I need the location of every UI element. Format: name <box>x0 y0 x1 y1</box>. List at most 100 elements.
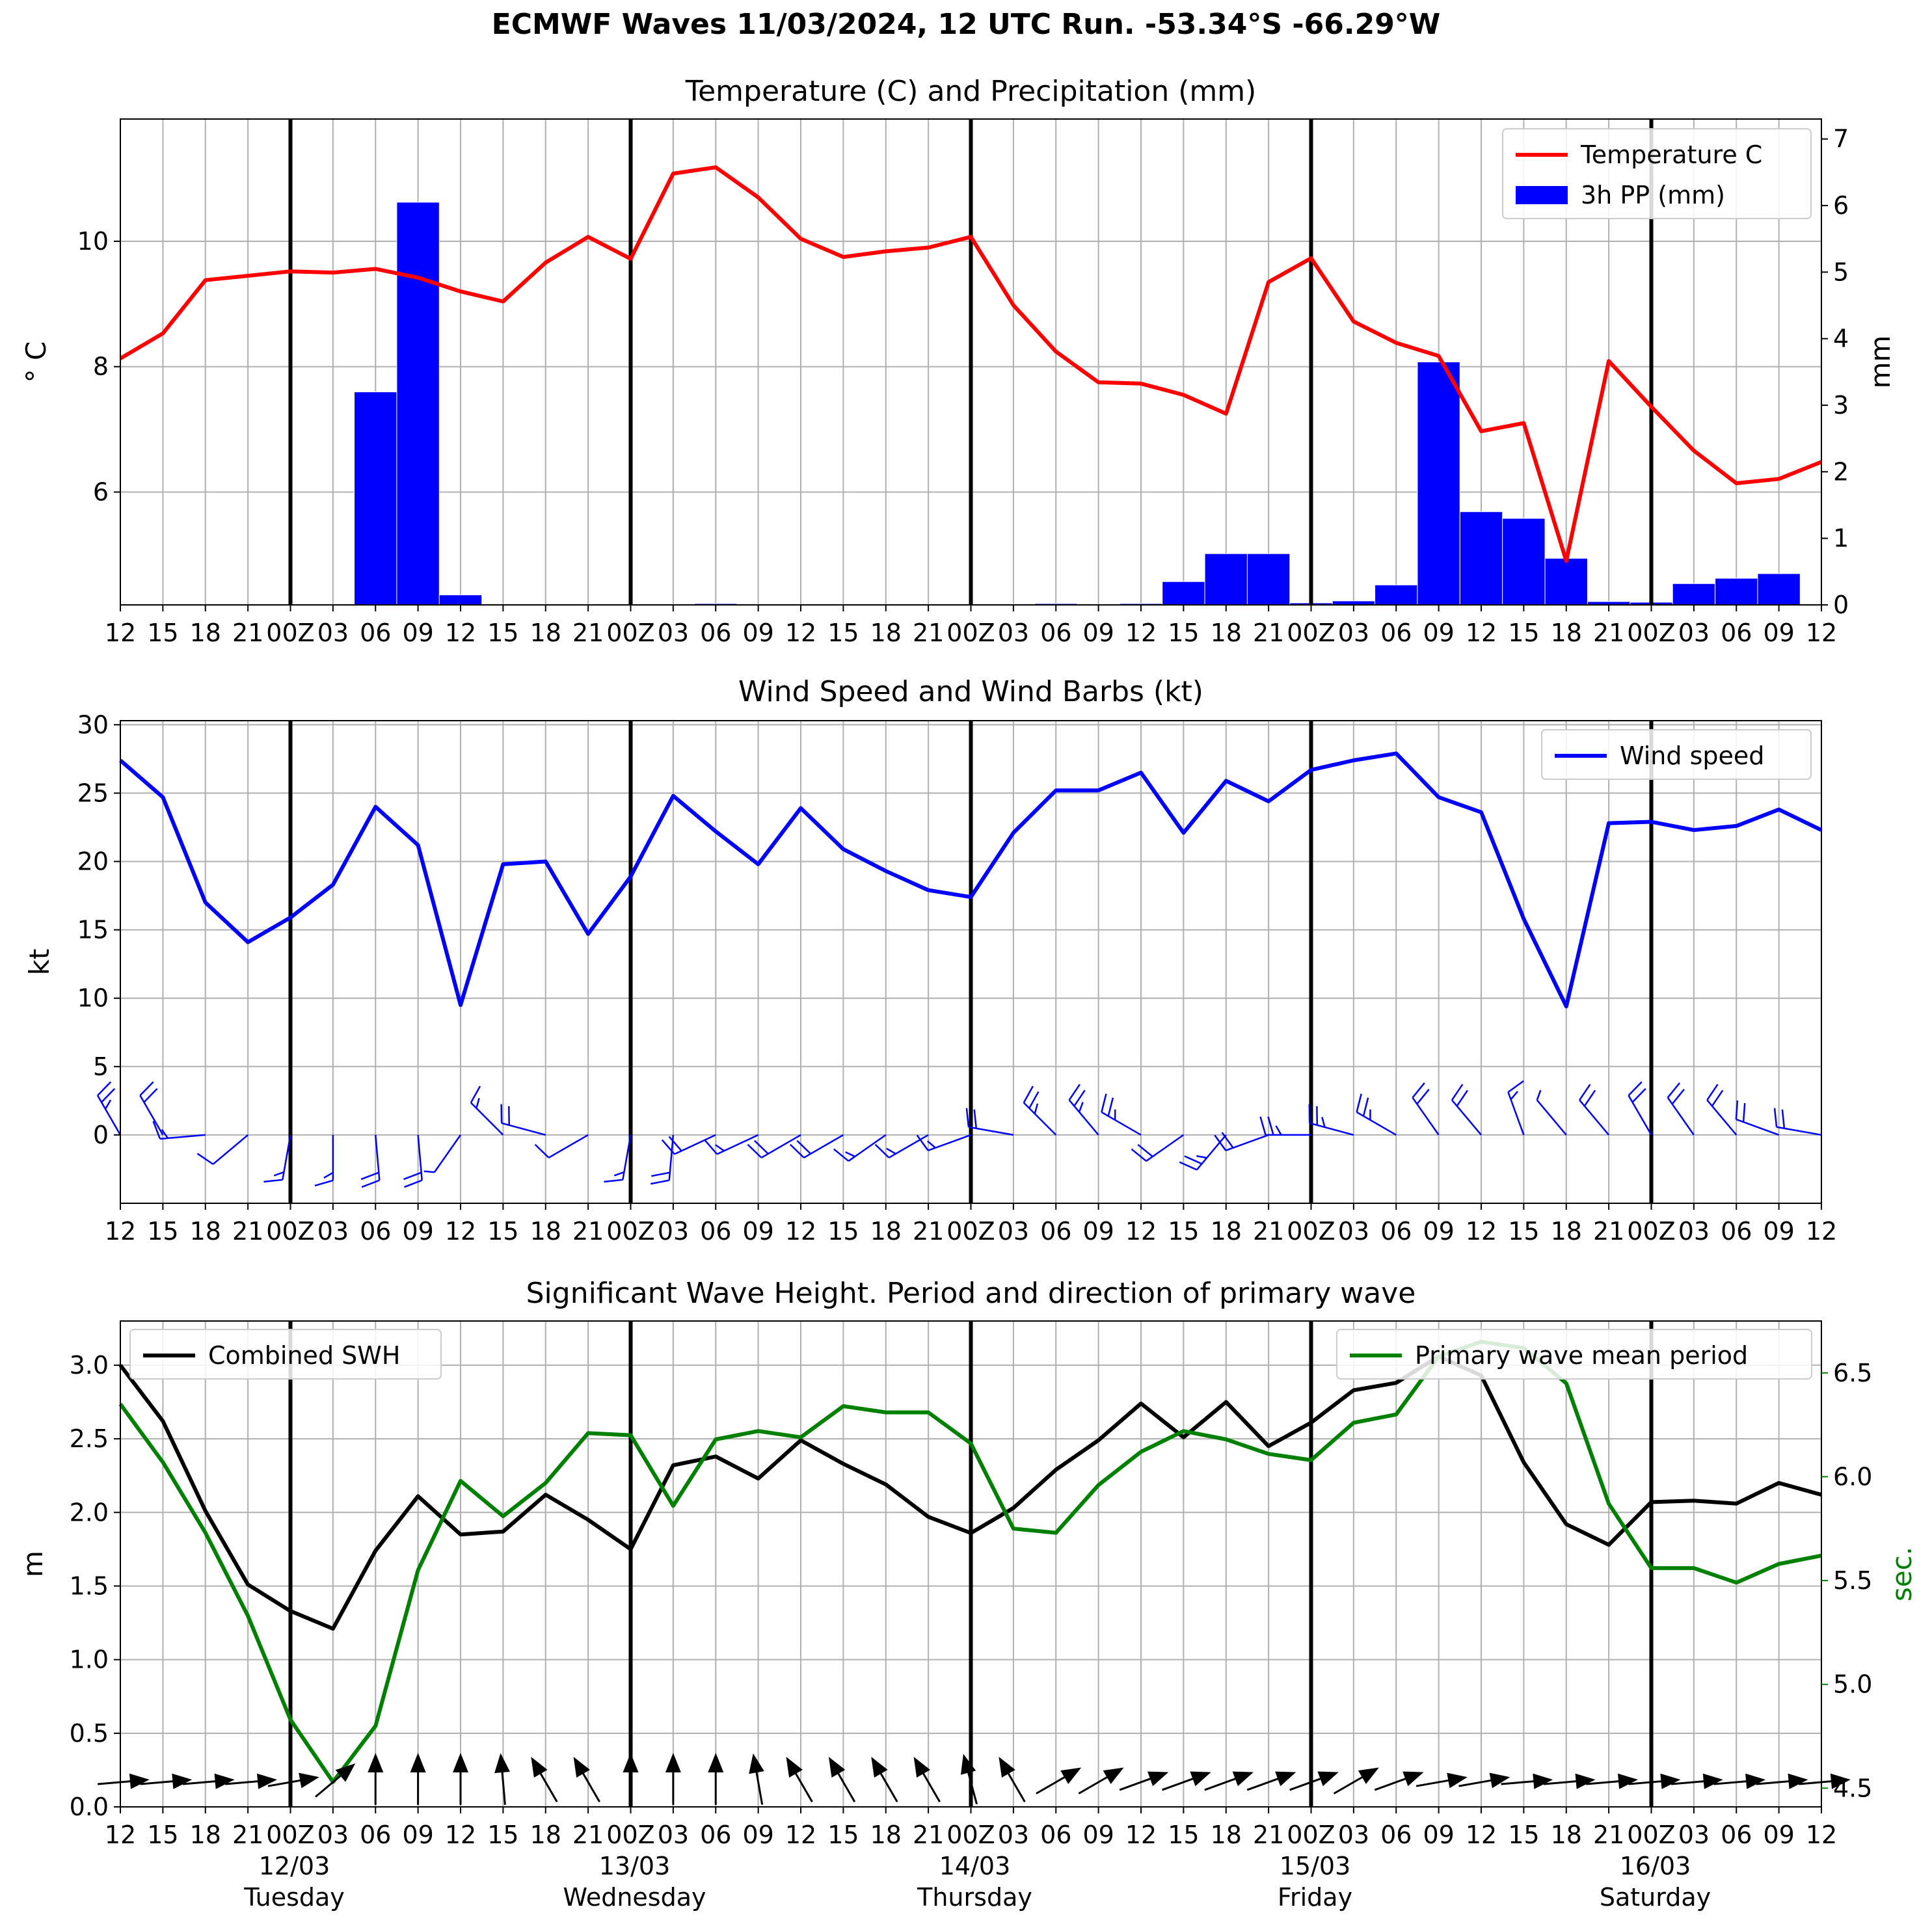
wind-barb-feather <box>613 1171 624 1177</box>
precip-bar <box>1204 553 1248 606</box>
x-tick-label: 06 <box>700 619 731 647</box>
wind-barb-feather <box>1259 1116 1267 1136</box>
wind-barb <box>196 1134 248 1165</box>
wind-barb <box>965 1108 1014 1136</box>
x-tick-label: 03 <box>317 619 349 647</box>
day-name-label: Wednesday <box>563 1883 706 1912</box>
wind-barb-feather <box>1267 1116 1274 1136</box>
wind-barb <box>916 1134 971 1152</box>
x-tick-label: 18 <box>530 619 561 647</box>
wave-direction-arrow <box>1586 1773 1638 1789</box>
wind-barb-staff <box>1628 1095 1652 1136</box>
wind-barb <box>1628 1081 1652 1136</box>
wind-barb-staff <box>1579 1099 1610 1136</box>
wave-direction-arrow <box>98 1773 150 1789</box>
panel-title: Temperature (C) and Precipitation (mm) <box>685 75 1257 108</box>
y-axis-label: kt <box>23 949 55 976</box>
wind-barb-feather <box>161 1128 168 1139</box>
wind-barb-staff <box>1068 1099 1099 1136</box>
wind-barb-feather <box>753 1140 769 1155</box>
wind-barb-feather <box>1073 1089 1086 1107</box>
x-tick-label: 15 <box>487 1217 518 1246</box>
x-tick-label: 00Z <box>1287 619 1335 647</box>
wind-barb <box>661 1134 716 1155</box>
wind-barb-feather <box>1416 1088 1430 1105</box>
wind-barb-staff <box>1706 1099 1737 1136</box>
precip-bar <box>438 594 483 606</box>
wind-barb-feather <box>1412 1082 1425 1099</box>
wave-direction-arrow <box>410 1753 426 1805</box>
legend-label: Temperature C <box>1580 140 1762 169</box>
wave-arrow-head <box>1533 1773 1553 1789</box>
legend-swatch <box>1516 186 1568 204</box>
y-tick-label: 0.0 <box>70 1793 109 1821</box>
wind-barb-staff <box>470 1102 504 1136</box>
wave-direction-arrow <box>1458 1772 1510 1789</box>
day-name-label: Saturday <box>1600 1883 1711 1912</box>
wave-arrow-head <box>335 1763 356 1782</box>
wave-direction-arrow <box>1415 1772 1468 1789</box>
x-tick-label: 21 <box>1253 1217 1284 1246</box>
wind-barb-staff <box>968 1126 1014 1136</box>
x-tick-label: 03 <box>317 1821 349 1849</box>
wind-barb <box>1507 1080 1525 1136</box>
wave-arrow-head <box>913 1757 930 1778</box>
precip-bar <box>354 392 397 606</box>
wind-barb <box>1023 1086 1057 1136</box>
x-tick-label: 00Z <box>606 1821 654 1849</box>
x-tick-label: 12 <box>1125 619 1157 647</box>
x-tick-label: 18 <box>1211 1821 1242 1849</box>
wave-direction-arrow <box>1204 1771 1254 1791</box>
wind-barb-feather <box>1456 1089 1469 1107</box>
x-tick-label: 18 <box>870 1217 902 1246</box>
wind-barb <box>423 1134 462 1173</box>
x-tick-label: 12 <box>785 619 816 647</box>
wave-direction-arrow <box>573 1757 600 1803</box>
x-tick-label: 21 <box>1593 619 1624 647</box>
wind-barb-staff <box>1507 1091 1525 1136</box>
precip-bar <box>1459 511 1503 606</box>
x-tick-label: 18 <box>1551 619 1582 647</box>
wind-barb-feather <box>833 1148 850 1162</box>
wave-arrow-head <box>1489 1772 1510 1789</box>
wind-barb-feather <box>1275 1125 1282 1136</box>
wind-barb <box>874 1134 929 1158</box>
legend: Primary wave mean period <box>1336 1329 1812 1380</box>
y2-tick-label: 1 <box>1833 524 1849 553</box>
y-tick-label: 25 <box>77 779 109 807</box>
x-tick-label: 18 <box>1551 1821 1582 1849</box>
x-tick-label: 15 <box>1168 619 1199 647</box>
wave-arrow-head <box>1358 1767 1379 1784</box>
x-tick-label: 12 <box>445 619 476 647</box>
wind-barb <box>1735 1100 1780 1136</box>
x-tick-label: 18 <box>1211 1217 1242 1246</box>
legend: Combined SWH <box>129 1329 442 1380</box>
wind-barb-feather <box>1706 1084 1719 1101</box>
wind-barb-feather <box>1023 1086 1034 1104</box>
legend-label: 3h PP (mm) <box>1581 181 1725 209</box>
y2-tick-label: 2 <box>1833 457 1849 486</box>
wind-barb-staff <box>888 1134 929 1158</box>
wind-barb-feather <box>845 1151 855 1158</box>
x-tick-label: 15 <box>827 619 859 647</box>
wave-direction-arrow <box>368 1753 384 1805</box>
x-tick-label: 00Z <box>946 1821 995 1849</box>
wave-arrow-head <box>828 1757 846 1778</box>
x-tick-label: 06 <box>1721 1217 1752 1246</box>
wind-barb-feather <box>1781 1109 1786 1128</box>
x-tick-label: 21 <box>913 1821 944 1849</box>
wave-arrow-head <box>1702 1773 1723 1789</box>
wind-barb-staff <box>1776 1126 1822 1136</box>
x-tick-label: 15 <box>1508 1217 1539 1246</box>
wave-arrow-head <box>1317 1771 1339 1787</box>
x-tick-label: 06 <box>1040 1217 1071 1246</box>
legend-box <box>1541 729 1812 780</box>
wind-barb <box>1179 1134 1227 1171</box>
wind-barb-feather <box>403 1171 422 1181</box>
wave-direction-arrow <box>267 1772 319 1789</box>
y2-tick-label: 5.0 <box>1833 1670 1872 1699</box>
x-tick-label: 00Z <box>1627 619 1675 647</box>
wind-barb-staff <box>433 1134 462 1173</box>
x-tick-label: 18 <box>1551 1217 1582 1246</box>
wind-barb-feather <box>1742 1102 1746 1123</box>
